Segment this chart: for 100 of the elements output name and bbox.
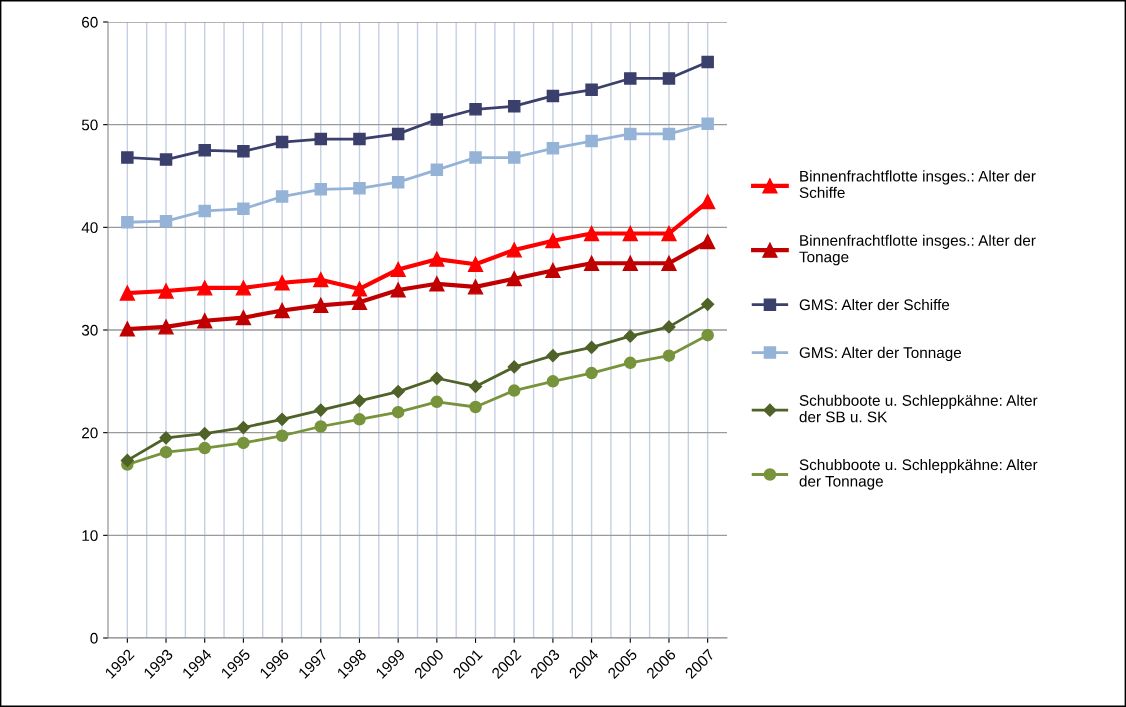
point [390, 282, 406, 298]
point [236, 420, 250, 435]
legend-label: Schubboote u. Schleppkähne: Alter der SB u. SK [799, 394, 1038, 423]
point [624, 356, 637, 370]
point [546, 375, 560, 388]
point [275, 190, 289, 203]
point [507, 360, 521, 374]
point [701, 117, 714, 130]
point [237, 436, 250, 450]
point [583, 255, 600, 271]
point [662, 320, 676, 334]
point [159, 214, 173, 228]
point [430, 163, 444, 177]
point [391, 405, 405, 419]
point [700, 234, 716, 250]
point [622, 255, 638, 271]
point [351, 281, 368, 297]
point [390, 261, 406, 278]
legend-label: Binnenfrachtflotte insges.: Alter der Tonage [799, 234, 1036, 266]
point [120, 453, 134, 467]
y-tick-label: 20 [82, 427, 98, 439]
point [353, 132, 366, 146]
legend-label: Schubboote u. Schleppkähne: Alter der Tonnage [799, 458, 1038, 490]
point [585, 83, 598, 97]
point [391, 127, 405, 141]
point [583, 225, 600, 242]
point [275, 135, 289, 149]
y-tick-label: 40 [81, 222, 98, 234]
point [197, 280, 213, 296]
point [506, 271, 522, 287]
point [507, 99, 521, 113]
point [158, 283, 174, 299]
point [314, 132, 328, 146]
y-tick-label: 30 [81, 324, 98, 336]
point [662, 349, 676, 362]
point [197, 313, 213, 329]
point [469, 400, 482, 414]
y-tick-label: 50 [81, 119, 98, 131]
point [275, 429, 289, 442]
point [624, 127, 637, 141]
point [274, 302, 290, 319]
y-tick-label: 60 [82, 16, 98, 28]
point [159, 445, 173, 459]
point [662, 127, 676, 141]
point [352, 394, 367, 408]
point [237, 202, 250, 216]
point [159, 153, 173, 166]
point [507, 384, 521, 397]
point [314, 420, 328, 433]
point [235, 280, 252, 296]
point [507, 151, 521, 164]
point [198, 204, 211, 218]
point [546, 349, 560, 363]
point [430, 113, 444, 126]
point [623, 329, 637, 343]
point [430, 371, 444, 385]
point [701, 297, 715, 311]
point [469, 103, 482, 116]
point [198, 144, 211, 157]
point [429, 251, 445, 267]
legend-label: GMS: Alter der Schiffe [799, 298, 950, 311]
point [700, 194, 716, 210]
point [119, 285, 135, 301]
point [121, 215, 134, 229]
point [391, 175, 405, 189]
legend-label: GMS: Alter der Tonnage [799, 346, 962, 362]
point [235, 310, 252, 326]
y-tick-label: 10 [82, 530, 98, 542]
point [429, 276, 445, 292]
point [585, 340, 599, 355]
point [275, 412, 289, 426]
point [353, 182, 366, 195]
point [468, 379, 483, 394]
point [622, 225, 638, 242]
point [701, 55, 714, 69]
point [545, 233, 561, 249]
point [585, 134, 598, 148]
point [585, 366, 598, 380]
point [314, 183, 328, 196]
point [467, 279, 484, 295]
point [430, 395, 444, 409]
point [313, 297, 329, 313]
point [121, 151, 134, 164]
point [237, 145, 250, 158]
point [661, 255, 677, 271]
point [119, 321, 135, 337]
point [546, 89, 560, 103]
point [701, 328, 714, 342]
point [662, 72, 676, 85]
point [158, 319, 174, 335]
legend-label: Binnenfrachtflotte insges.: Alter der Schiffe [799, 170, 1036, 199]
point [198, 441, 211, 455]
point [391, 385, 405, 399]
point [353, 413, 366, 426]
point [506, 242, 522, 258]
point [159, 431, 173, 445]
point [546, 142, 560, 155]
point [545, 262, 561, 279]
point [198, 427, 212, 441]
point [351, 294, 368, 310]
